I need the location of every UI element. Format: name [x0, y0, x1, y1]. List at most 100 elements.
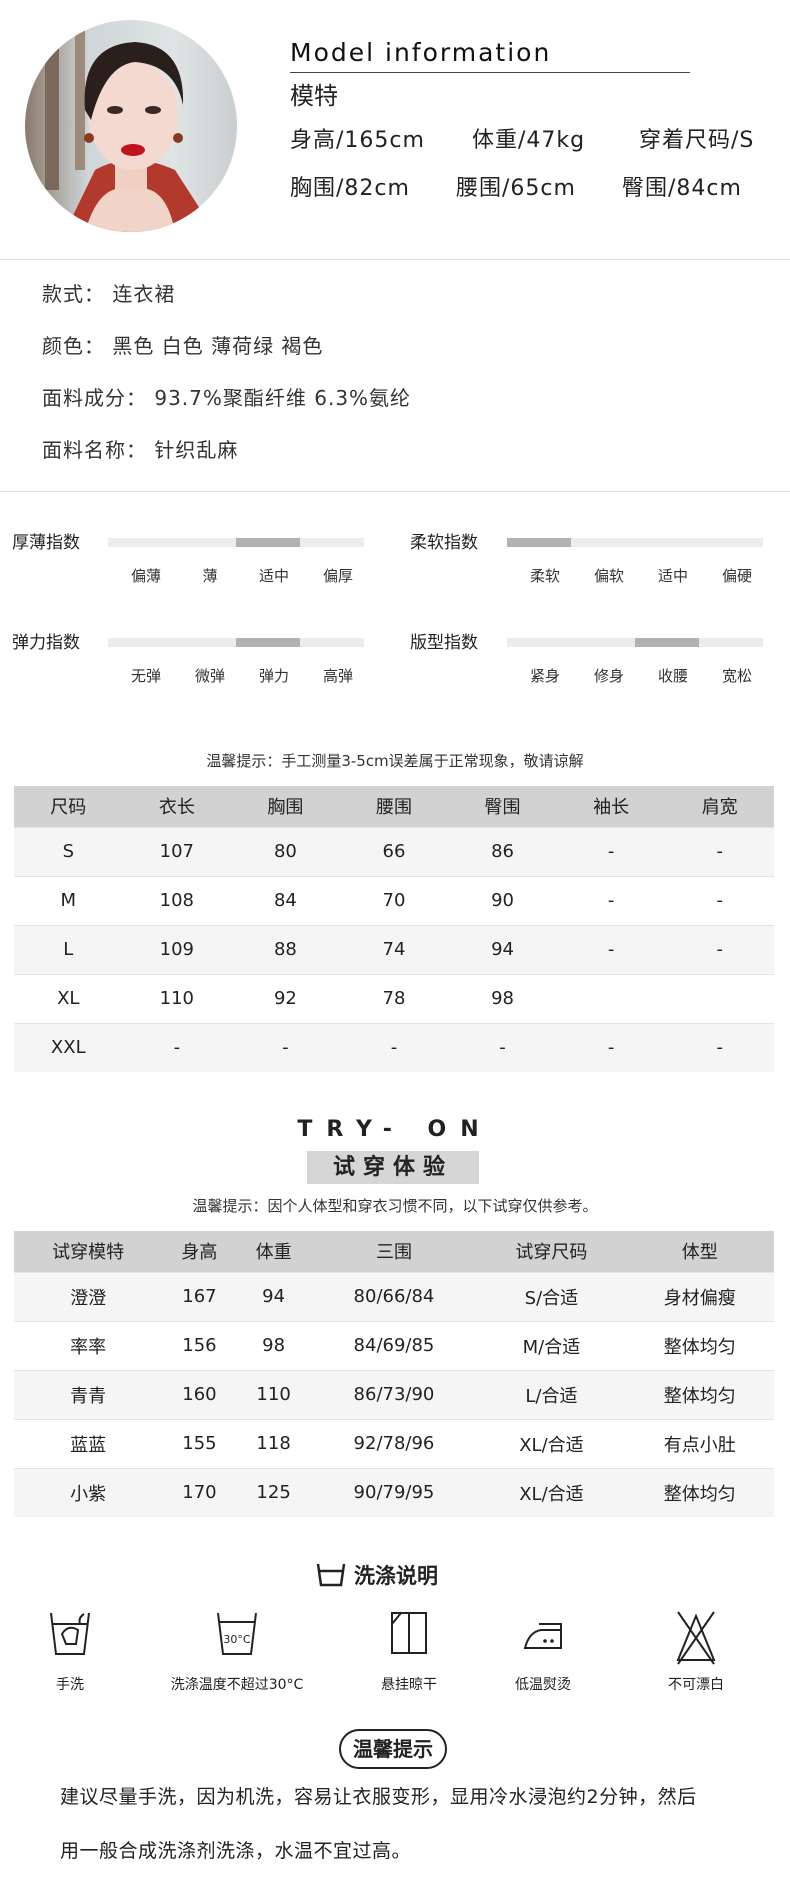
- table-cell: 94: [448, 924, 557, 974]
- table-cell: 86/73/90: [310, 1369, 478, 1419]
- table-cell: 170: [162, 1467, 237, 1517]
- index-option: 偏厚: [322, 567, 353, 585]
- index-bar-fill: [236, 638, 300, 647]
- table-cell: 78: [339, 973, 449, 1023]
- table-cell: -: [556, 826, 666, 876]
- table-cell: [665, 973, 774, 1023]
- table-cell: 88: [231, 924, 340, 974]
- index-label: 厚薄指数: [12, 533, 80, 553]
- index-bar: [507, 638, 763, 647]
- wash-label: 悬挂晾干: [381, 1677, 437, 1693]
- index-option: 微弹: [194, 667, 225, 685]
- table-cell: 86: [448, 826, 557, 876]
- tips-title: 温馨提示: [339, 1729, 447, 1769]
- index-bar: [507, 538, 763, 547]
- table-row: L 109 88 74 94- -: [14, 924, 774, 974]
- table-cell: 98: [236, 1320, 311, 1370]
- table-row: 青青 160 110 86/73/90 L/合适 整体均匀: [14, 1369, 774, 1419]
- index-option: 适中: [258, 567, 289, 585]
- divider: [0, 491, 790, 492]
- column-header: 袖长: [556, 786, 666, 827]
- tryon-note: 温馨提示：因个人体型和穿衣习惯不同，以下试穿仅供参考。: [192, 1197, 598, 1215]
- table-cell: 80: [231, 826, 340, 876]
- column-header: 尺码: [14, 786, 123, 827]
- table-cell: 蓝蓝: [14, 1418, 163, 1468]
- model-stats-row-1: 身高/165cm 体重/47kg 穿着尺码/S: [290, 122, 754, 154]
- table-cell: 小紫: [14, 1467, 163, 1517]
- table-cell: -: [231, 1022, 340, 1072]
- index-options: 无弹 微弹 弹力 高弹: [114, 665, 370, 686]
- model-size: 穿着尺码/S: [639, 128, 755, 153]
- tip-line-2: 用一般合成洗涤剂洗涤，水温不宜过高。: [60, 1840, 412, 1862]
- table-cell: -: [448, 1022, 557, 1072]
- table-cell: XL: [14, 973, 123, 1023]
- table-cell: 110: [236, 1369, 311, 1419]
- index-option: 偏硬: [721, 567, 752, 585]
- table-cell: [556, 973, 666, 1023]
- tryon-table: 试穿模特 身高 体重 三围 试穿尺码 体型 澄澄 167 94 80/66/84 S/合适 身材偏瘦率…: [14, 1231, 774, 1517]
- table-cell: 125: [236, 1467, 311, 1517]
- table-cell: XXL: [14, 1022, 123, 1072]
- table-cell: 70: [339, 875, 449, 925]
- column-header: 试穿模特: [14, 1231, 163, 1272]
- model-height: 身高/165cm: [290, 128, 425, 153]
- index-option: 无弹: [130, 667, 161, 685]
- table-row: 率率 156 98 84/69/85 M/合适 整体均匀: [14, 1320, 774, 1370]
- table-cell: 74: [339, 924, 449, 974]
- model-subtitle: 模特: [290, 82, 338, 110]
- table-cell: 66: [339, 826, 449, 876]
- table-cell: 92/78/96: [310, 1418, 478, 1468]
- wash-title: 洗涤说明: [316, 1560, 438, 1590]
- hang-dry-icon: [391, 1612, 427, 1654]
- wash-item-hang-dry: 悬挂晾干: [330, 1610, 488, 1694]
- table-cell: M/合适: [477, 1320, 626, 1370]
- size-note: 温馨提示：手工测量3-5cm误差属于正常现象，敬请谅解: [206, 752, 584, 770]
- table-cell: XL/合适: [477, 1418, 626, 1468]
- column-header: 体重: [236, 1231, 311, 1272]
- tip-line-1: 建议尽量手洗，因为机洗，容易让衣服变形，显用冷水浸泡约2分钟，然后: [60, 1786, 697, 1808]
- model-info-title: Model information: [290, 38, 552, 67]
- table-cell: 156: [162, 1320, 237, 1370]
- table-row: S 107 80 66 86- -: [14, 826, 774, 876]
- table-cell: -: [665, 1022, 774, 1072]
- table-cell: -: [556, 875, 666, 925]
- table-cell: S: [14, 826, 123, 876]
- table-cell: 160: [162, 1369, 237, 1419]
- index-bar-fill: [635, 638, 699, 647]
- column-header: 胸围: [231, 786, 340, 827]
- index-options: 紧身 修身 收腰 宽松: [513, 665, 769, 686]
- product-style: 款式： 连衣裙: [42, 282, 176, 306]
- model-bust: 胸围/82cm: [290, 176, 410, 201]
- wash-title-text: 洗涤说明: [354, 1564, 438, 1588]
- tryon-title-cn: 试穿体验: [307, 1151, 479, 1184]
- table-cell: 167: [162, 1271, 237, 1321]
- table-row: M 108 84 70 90- -: [14, 875, 774, 925]
- index-option: 宽松: [721, 667, 752, 685]
- index-bar: [108, 638, 364, 647]
- index-option: 收腰: [657, 667, 688, 685]
- table-cell: 80/66/84: [310, 1271, 478, 1321]
- table-row: 小紫 170 125 90/79/95 XL/合适 整体均匀: [14, 1467, 774, 1517]
- product-composition: 面料成分： 93.7%聚酯纤维 6.3%氨纶: [42, 386, 412, 410]
- wash-item-hand-wash: 手洗: [0, 1610, 149, 1694]
- column-header: 衣长: [122, 786, 232, 827]
- wash-label: 洗涤温度不超过30°C: [170, 1677, 304, 1693]
- divider: [0, 259, 790, 260]
- table-cell: 青青: [14, 1369, 163, 1419]
- column-header: 身高: [162, 1231, 237, 1272]
- table-cell: 108: [122, 875, 232, 925]
- wash-label: 手洗: [56, 1677, 84, 1693]
- table-cell: 118: [236, 1418, 311, 1468]
- index-option: 偏软: [593, 567, 624, 585]
- wash-30c-icon: 30°C: [217, 1612, 257, 1655]
- table-row: XXL - - - - - -: [14, 1022, 774, 1072]
- index-option: 紧身: [529, 667, 560, 685]
- table-cell: 98: [448, 973, 557, 1023]
- index-option: 适中: [657, 567, 688, 585]
- table-cell: L/合适: [477, 1369, 626, 1419]
- table-cell: 身材偏瘦: [625, 1271, 774, 1321]
- wash-item-no-bleach: 不可漂白: [617, 1610, 775, 1694]
- product-colors: 颜色： 黑色 白色 薄荷绿 褐色: [42, 334, 324, 358]
- table-cell: 90/79/95: [310, 1467, 478, 1517]
- index-options: 柔软 偏软 适中 偏硬: [513, 565, 769, 586]
